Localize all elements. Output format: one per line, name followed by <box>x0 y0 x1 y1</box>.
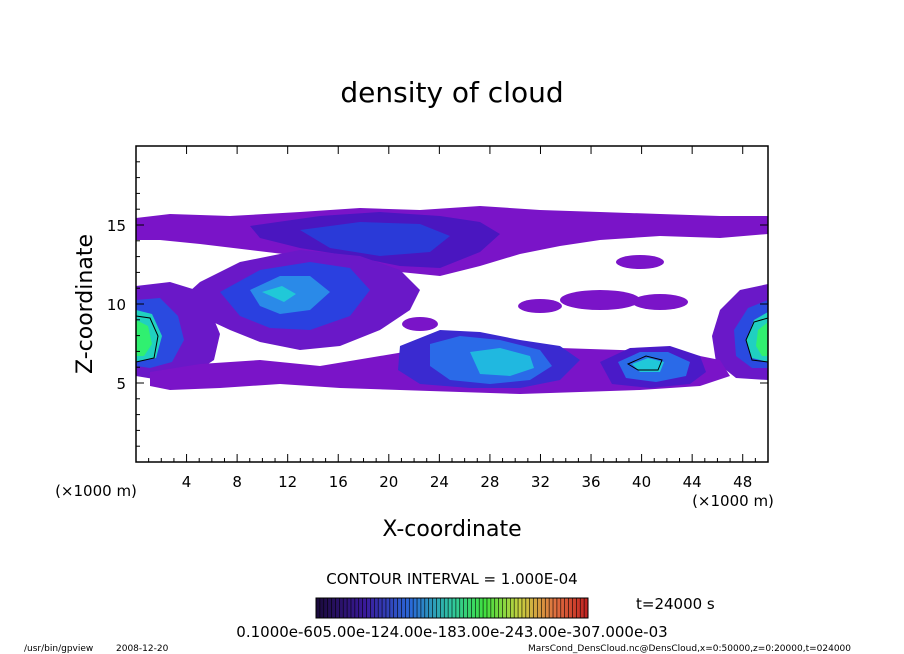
cloud-region-lower-layer <box>150 330 730 394</box>
chart-title: density of cloud <box>340 76 563 109</box>
y-axis-ticks: 5 10 15 <box>107 161 768 447</box>
cloud-blobs-small <box>186 255 688 387</box>
x-tick-label-6: 28 <box>480 473 499 491</box>
colorbar <box>315 597 589 619</box>
x-axis-label: X-coordinate <box>382 517 521 542</box>
x-tick-label-11: 48 <box>733 473 752 491</box>
colorbar-labels: 0.1000e-605.00e-124.00e-183.00e-243.00e-… <box>236 623 667 641</box>
y-tick-label-2: 15 <box>107 217 126 235</box>
x-tick-label-4: 20 <box>379 473 398 491</box>
x-tick-label-5: 24 <box>430 473 449 491</box>
y-axis-label: Z-coordinate <box>73 234 98 374</box>
x-unit-label: (×1000 m) <box>692 492 774 510</box>
time-label: t=24000 s <box>636 595 715 613</box>
footer-source: MarsCond_DensCloud.nc@DensCloud,x=0:5000… <box>528 644 851 654</box>
y-tick-label-1: 10 <box>107 296 126 314</box>
footer-program: /usr/bin/gpview <box>24 644 93 654</box>
x-tick-label-9: 40 <box>632 473 651 491</box>
cloud-field <box>136 206 768 394</box>
cloud-region-cell-x39 <box>600 346 706 388</box>
cloud-region-central-mass <box>180 250 420 350</box>
cloud-region-upper-layer <box>136 206 768 276</box>
x-tick-label-3: 16 <box>329 473 348 491</box>
y-tick-label-0: 5 <box>116 375 126 393</box>
x-tick-label-0: 4 <box>182 473 192 491</box>
x-axis-ticks: 4 8 12 16 20 24 28 32 36 40 44 48 <box>148 146 756 491</box>
x-tick-label-2: 12 <box>278 473 297 491</box>
footer-date: 2008-12-20 <box>116 644 169 654</box>
x-tick-label-10: 44 <box>683 473 702 491</box>
y-unit-label: (×1000 m) <box>55 482 137 500</box>
x-tick-label-7: 32 <box>531 473 550 491</box>
contour-interval: CONTOUR INTERVAL = 1.000E-04 <box>326 570 577 588</box>
colorbar-bands <box>319 598 585 618</box>
x-tick-label-1: 8 <box>232 473 242 491</box>
x-tick-label-8: 36 <box>581 473 600 491</box>
contour-lines <box>135 315 769 371</box>
cloud-region-right-column <box>712 284 768 380</box>
